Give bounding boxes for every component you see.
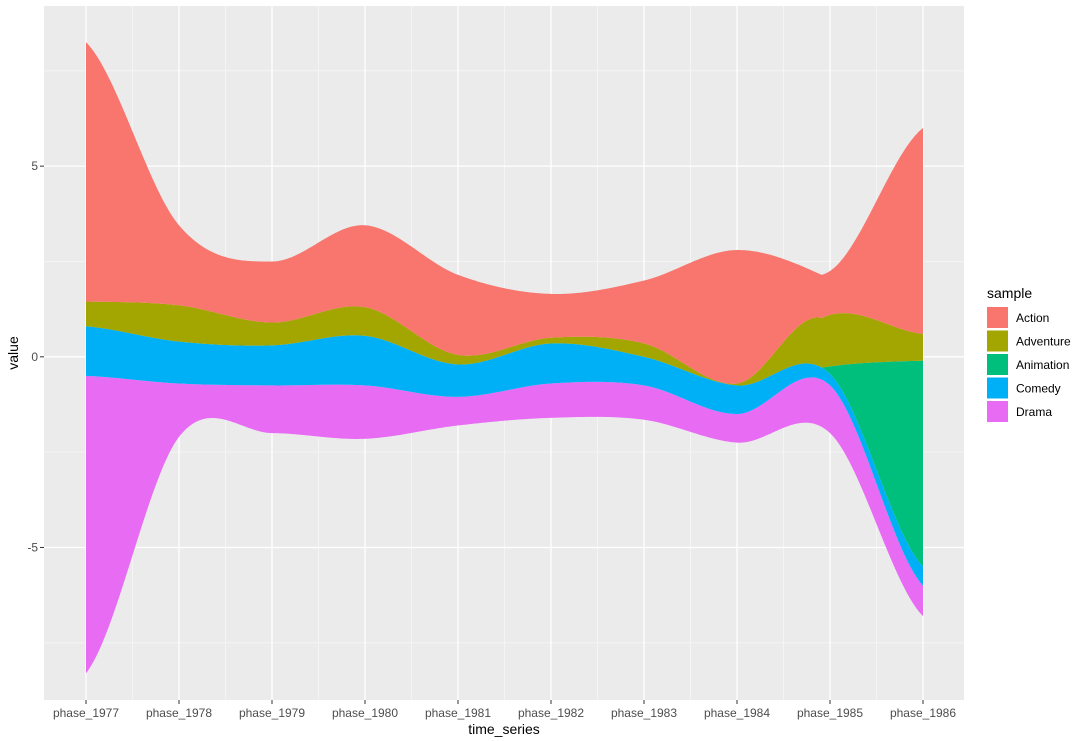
x-axis: phase_1977 phase_1978 phase_1979 phase_1980…	[53, 700, 956, 720]
x-axis-title: time_series	[468, 721, 540, 737]
stream-areas	[86, 42, 923, 674]
legend-label-drama: Drama	[1016, 405, 1052, 419]
x-tick-label: phase_1983	[611, 706, 677, 720]
x-tick-label: phase_1982	[518, 706, 584, 720]
x-tick-label: phase_1977	[53, 706, 119, 720]
legend: sample Action Adventure Animation Comedy Dra…	[987, 285, 1071, 422]
y-tick-label: 5	[31, 159, 38, 173]
y-tick-label: -5	[27, 540, 38, 554]
legend-label-action: Action	[1016, 311, 1049, 325]
x-tick-label: phase_1978	[146, 706, 212, 720]
legend-key-adventure	[987, 330, 1008, 352]
y-axis-title: value	[5, 336, 21, 370]
x-tick-label: phase_1986	[890, 706, 956, 720]
stream-drama	[86, 375, 923, 674]
x-tick-label: phase_1981	[425, 706, 491, 720]
legend-key-drama	[987, 401, 1008, 422]
legend-label-adventure: Adventure	[1016, 335, 1071, 349]
legend-key-animation	[987, 354, 1008, 375]
x-tick-label: phase_1985	[797, 706, 863, 720]
stream-comedy	[86, 326, 923, 586]
x-tick-label: phase_1984	[704, 706, 770, 720]
legend-key-comedy	[987, 377, 1008, 399]
legend-key-action	[987, 307, 1008, 328]
y-tick-label: 0	[31, 350, 38, 364]
legend-title: sample	[987, 285, 1032, 301]
stream-action	[86, 42, 923, 384]
legend-label-comedy: Comedy	[1016, 382, 1061, 396]
y-axis: -5 0 5	[27, 159, 44, 554]
x-tick-label: phase_1979	[239, 706, 305, 720]
stream-adventure	[86, 301, 923, 386]
legend-label-animation: Animation	[1016, 358, 1069, 372]
x-tick-label: phase_1980	[332, 706, 398, 720]
